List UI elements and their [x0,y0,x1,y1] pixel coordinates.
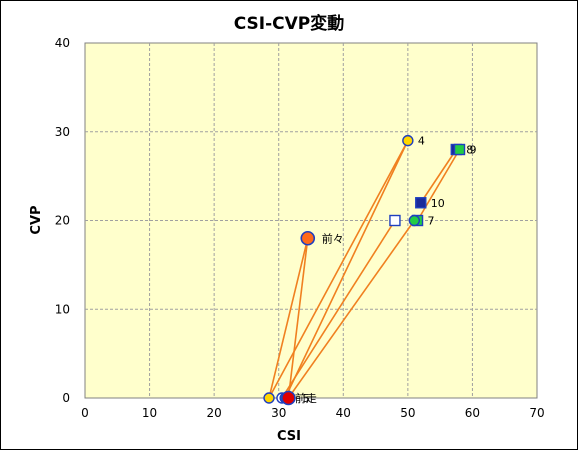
point-label: 前走 [295,391,317,405]
y-tick-labels: 0 10 20 30 40 [55,36,70,405]
data-point [408,214,421,227]
data-point [281,390,296,406]
x-tick-label: 30 [271,406,286,420]
x-axis-label: CSI [277,429,301,444]
data-point [453,143,466,156]
y-tick-label: 10 [55,302,70,316]
connector-line [268,238,309,399]
x-tick-label: 50 [400,406,415,420]
point-label: 前々 [322,231,344,245]
x-tick-label: 20 [207,406,222,420]
data-points [263,134,466,406]
data-point [415,197,427,209]
connector-line [416,149,461,221]
point-label: 5 [302,392,309,405]
x-tick-label: 60 [465,406,480,420]
data-point [389,214,401,227]
y-tick-label: 20 [55,214,70,228]
point-label: 4 [418,135,425,148]
point-label: 9 [470,144,477,157]
y-tick-label: 30 [55,125,70,139]
connector-line [420,149,457,204]
x-tick-label: 40 [336,406,351,420]
y-tick-label: 0 [62,391,70,405]
connector-line [287,238,309,399]
data-point [263,392,275,404]
point-label: 7 [428,215,435,228]
connector-line [287,220,415,399]
grid-lines [85,43,537,398]
point-label: 10 [431,197,445,210]
data-point [300,230,316,246]
connector-lines [268,140,461,399]
x-tick-label: 0 [81,406,89,420]
connector-line [284,140,409,399]
chart-title: CSI-CVP変動 [233,14,345,34]
x-tick-label: 70 [529,406,544,420]
point-labels: 4 89 10 7 前々 5前走 [295,135,477,405]
x-tick-labels: 0 10 20 30 40 50 60 70 [81,406,544,420]
connector-line [281,220,396,399]
x-tick-label: 10 [142,406,157,420]
data-point [402,134,414,147]
point-label: 8 [466,144,473,157]
y-axis-label: CVP [29,205,44,234]
connector-line [268,140,409,399]
y-tick-label: 40 [55,36,70,50]
